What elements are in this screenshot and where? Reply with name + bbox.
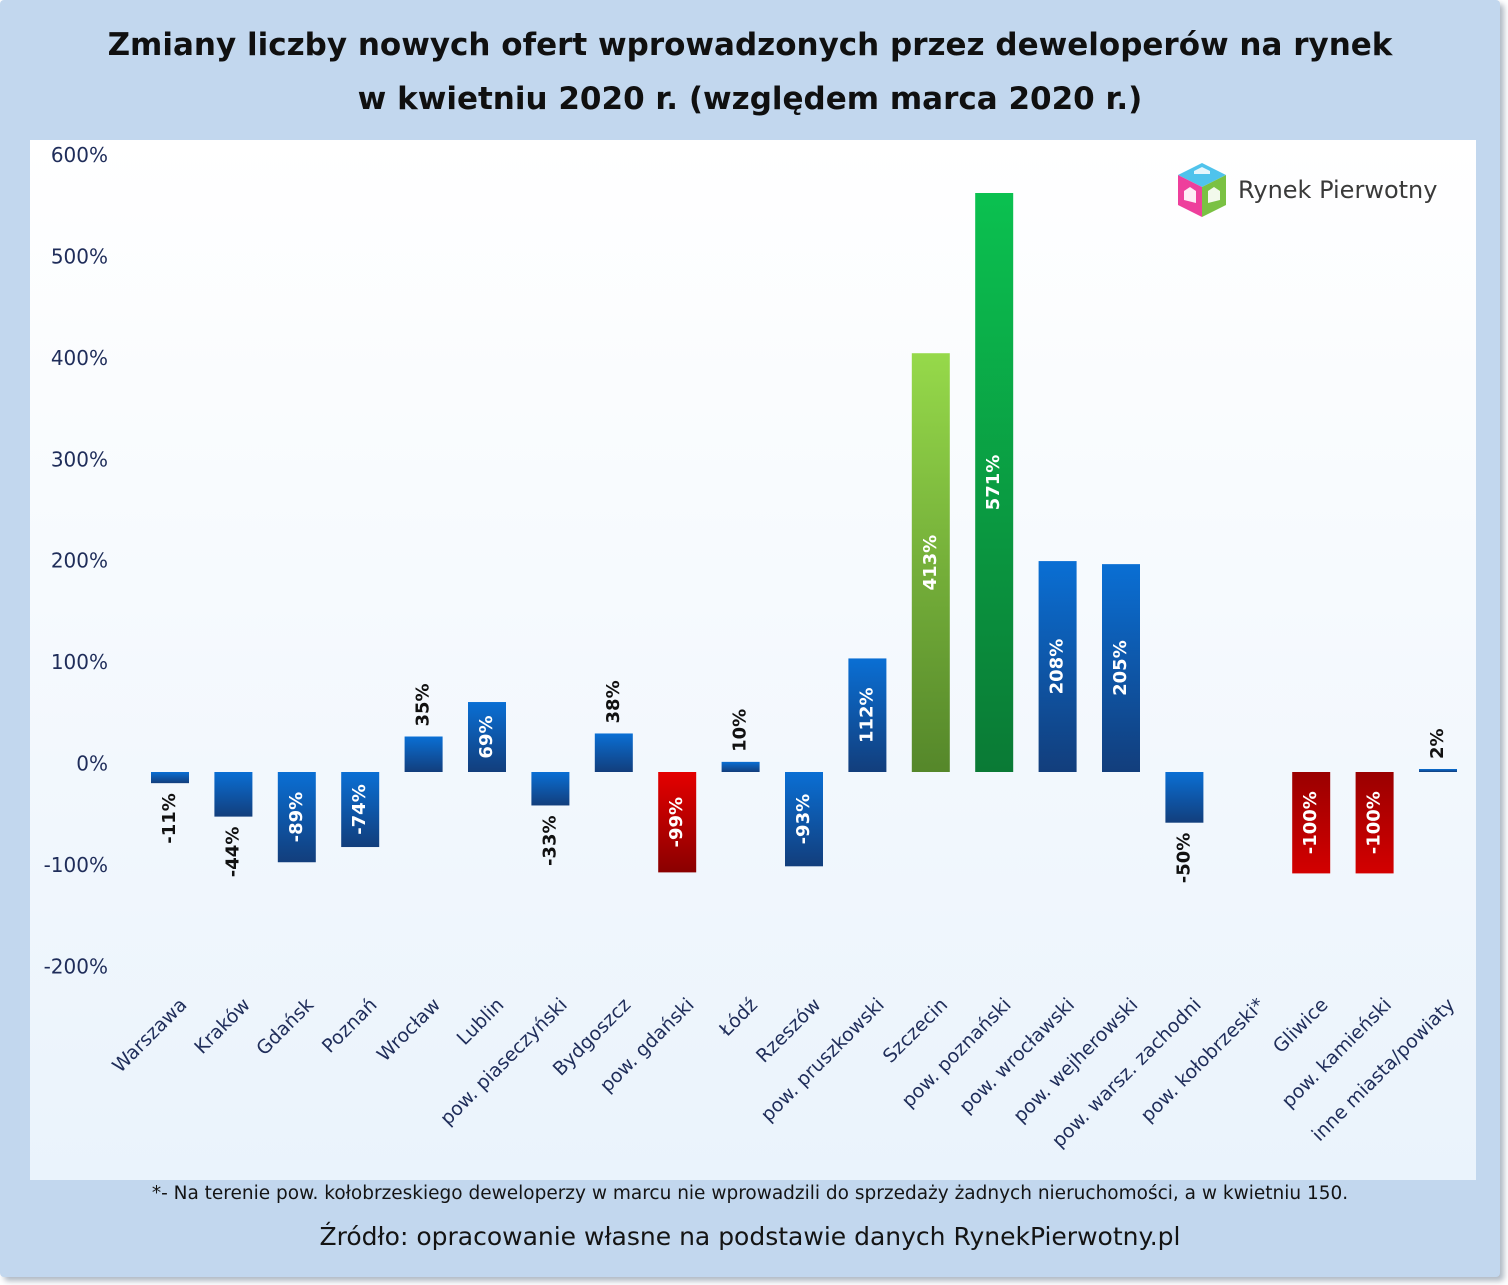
bar	[1292, 772, 1331, 874]
bar	[214, 772, 253, 817]
bar	[341, 772, 380, 848]
data-label: 10%	[730, 709, 751, 752]
bar	[785, 772, 823, 867]
bar	[531, 772, 570, 806]
data-label: -99%	[666, 797, 687, 848]
y-tick-label: 400%	[51, 346, 108, 370]
bar	[594, 733, 633, 772]
data-label: -11%	[159, 793, 180, 844]
y-tick-label: 100%	[51, 650, 108, 674]
plot-area	[30, 140, 1476, 1180]
bar	[975, 193, 1014, 773]
data-label: 38%	[603, 680, 624, 723]
data-label: -50%	[1173, 833, 1194, 884]
y-tick-label: -100%	[44, 853, 108, 877]
bar	[848, 658, 887, 772]
data-label: 413%	[920, 535, 941, 591]
data-label: 35%	[413, 683, 434, 726]
logo-text: Rynek Pierwotny	[1238, 176, 1438, 204]
bar	[658, 772, 697, 873]
bar	[1102, 564, 1140, 772]
chart-title: Zmiany liczby nowych ofert wprowadzonych…	[0, 18, 1500, 126]
bar	[468, 702, 506, 772]
title-line-2: w kwietniu 2020 r. (względem marca 2020 …	[357, 81, 1143, 117]
bar	[1355, 772, 1394, 874]
data-label: 205%	[1110, 640, 1131, 696]
bar	[151, 772, 189, 784]
title-line-1: Zmiany liczby nowych ofert wprowadzonych…	[107, 27, 1393, 63]
bar	[277, 772, 316, 863]
data-label: -100%	[1300, 791, 1321, 854]
data-label: -100%	[1364, 791, 1385, 854]
bars: -11% -44% -89% -74% 35% 69% -33% 38% -99% 10% -93%…	[151, 193, 1457, 883]
data-label: -74%	[349, 784, 370, 835]
bar	[1165, 772, 1204, 823]
data-label: -33%	[539, 815, 560, 866]
data-label: 69%	[476, 715, 497, 758]
footnote: *- Na terenie pow. kołobrzeskiego dewelo…	[151, 1183, 1349, 1204]
bar	[721, 761, 760, 772]
data-label: -93%	[793, 794, 814, 845]
y-tick-label: 600%	[51, 143, 108, 167]
data-label: -89%	[286, 792, 307, 843]
data-label: 571%	[983, 455, 1004, 511]
data-label: -44%	[222, 827, 243, 878]
y-tick-label: -200%	[44, 954, 108, 978]
y-tick-label: 200%	[51, 549, 108, 573]
cube-house-icon	[1178, 163, 1226, 217]
bar	[404, 736, 443, 772]
data-label: 208%	[1047, 639, 1068, 695]
y-tick-label: 500%	[51, 245, 108, 269]
bar	[1038, 561, 1077, 772]
logo: Rynek Pierwotny	[1174, 160, 1437, 220]
data-label: 112%	[856, 687, 877, 743]
y-tick-label: 0%	[76, 752, 108, 776]
y-axis: -200% -100% 0% 100% 200% 300% 400% 500% 600%	[44, 143, 108, 978]
bar	[911, 353, 950, 772]
data-label: 2%	[1427, 728, 1448, 759]
y-tick-label: 300%	[51, 447, 108, 471]
bar	[1419, 769, 1457, 772]
source-note: Źródło: opracowanie własne na podstawie …	[319, 1222, 1181, 1251]
